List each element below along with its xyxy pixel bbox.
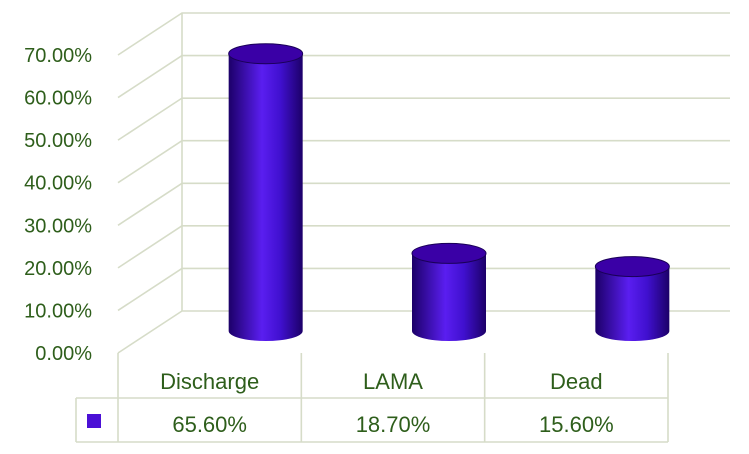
category-label: LAMA	[363, 369, 423, 394]
category-label: Discharge	[160, 369, 259, 394]
category-label: Dead	[550, 369, 603, 394]
bar	[594, 256, 670, 342]
y-tick-label: 20.00%	[24, 258, 92, 280]
bar-body	[595, 266, 670, 342]
data-table	[75, 353, 669, 443]
y-axis-ticks: 0.00% 10.00% 20.00% 30.00% 40.00% 50.00% 60.00…	[24, 45, 92, 365]
y-tick-label: 10.00%	[24, 300, 92, 322]
legend-key	[87, 414, 101, 428]
bar-top	[411, 242, 487, 264]
gridline	[117, 12, 730, 56]
bar-body	[228, 53, 303, 342]
value-label: 15.60%	[539, 412, 614, 437]
gridline	[117, 97, 730, 141]
bar-top	[228, 43, 304, 65]
bars	[228, 43, 670, 342]
gridline	[117, 54, 730, 99]
category-labels: Discharge LAMA Dead	[160, 369, 602, 394]
y-tick-label: 40.00%	[24, 173, 92, 195]
bar-body	[412, 253, 486, 341]
y-tick-label: 50.00%	[24, 130, 92, 152]
y-tick-label: 30.00%	[24, 215, 92, 237]
gridline	[117, 182, 730, 226]
bar-top	[594, 256, 670, 278]
value-label: 65.60%	[172, 412, 247, 437]
value-label: 18.70%	[356, 412, 431, 437]
bar	[228, 43, 304, 342]
y-tick-label: 70.00%	[24, 45, 92, 67]
y-tick-label: 0.00%	[35, 343, 92, 365]
y-tick-label: 60.00%	[24, 88, 92, 110]
gridline	[117, 139, 730, 184]
bar	[411, 242, 487, 341]
value-labels: 65.60% 18.70% 15.60%	[172, 412, 613, 437]
gridlines	[117, 12, 730, 354]
